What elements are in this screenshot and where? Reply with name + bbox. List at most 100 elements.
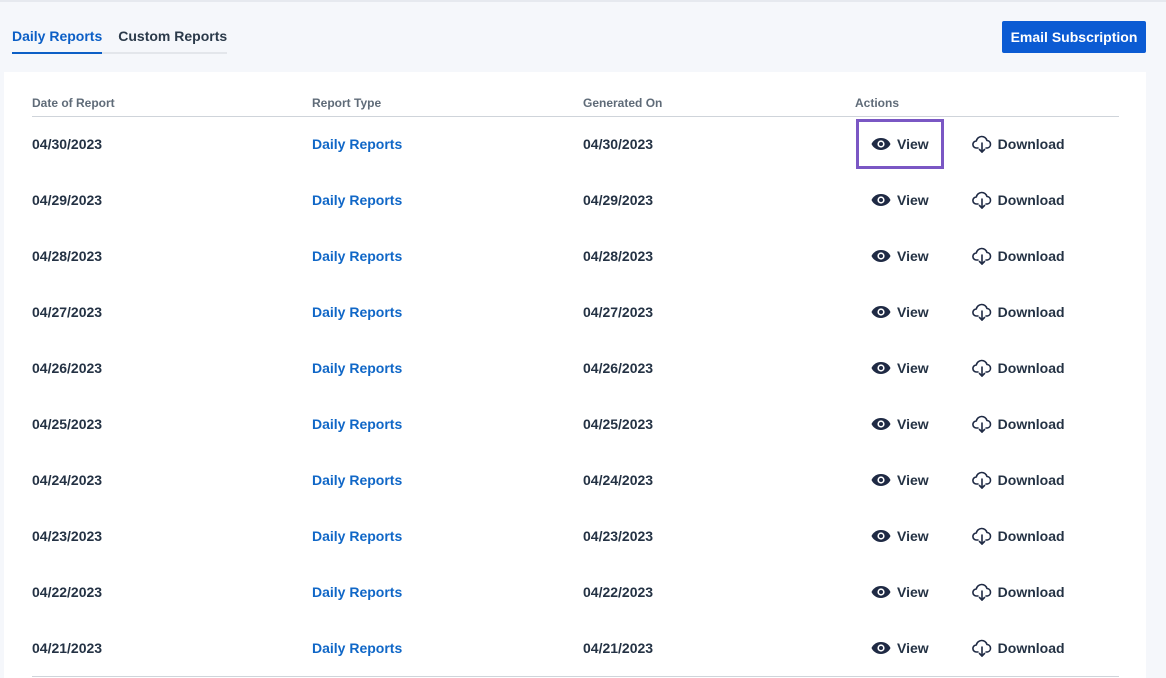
report-type-link[interactable]: Daily Reports: [312, 248, 403, 264]
eye-icon: [871, 641, 891, 655]
download-label: Download: [997, 472, 1065, 488]
view-action-wrapper: View: [856, 511, 944, 561]
table-row: 04/22/2023 Daily Reports 04/22/2023: [32, 564, 1119, 620]
cloud-download-icon: [971, 415, 992, 433]
reports-panel: Date of Report Report Type Generated On …: [4, 72, 1146, 678]
view-button[interactable]: View: [871, 578, 929, 606]
download-button[interactable]: Download: [971, 130, 1065, 158]
download-action-wrapper: Download: [971, 634, 1065, 662]
download-label: Download: [997, 639, 1065, 656]
report-type-link[interactable]: Daily Reports: [312, 528, 403, 544]
table-row: 04/25/2023 Daily Reports 04/25/2023: [32, 396, 1119, 452]
download-label: Download: [997, 360, 1065, 376]
report-date: 04/29/2023: [32, 192, 103, 208]
view-button[interactable]: View: [871, 410, 929, 438]
top-border: [0, 0, 1166, 2]
report-type-link[interactable]: Daily Reports: [312, 416, 403, 432]
report-date: 04/30/2023: [32, 136, 103, 153]
view-button[interactable]: View: [871, 522, 929, 550]
download-label: Download: [997, 136, 1065, 153]
generated-on: 04/22/2023: [583, 584, 654, 600]
report-type-link[interactable]: Daily Reports: [312, 360, 403, 376]
view-action-wrapper: View: [856, 455, 944, 505]
view-button[interactable]: View: [871, 130, 929, 158]
row-actions: View Download: [855, 399, 1119, 449]
generated-on: 04/21/2023: [583, 620, 855, 677]
report-type-link[interactable]: Daily Reports: [312, 472, 403, 488]
download-label: Download: [997, 528, 1065, 544]
view-action-wrapper: View: [856, 231, 944, 281]
download-button[interactable]: Download: [971, 298, 1065, 326]
view-label: View: [897, 304, 929, 320]
reports-table: Date of Report Report Type Generated On …: [32, 90, 1119, 677]
table-row: 04/24/2023 Daily Reports 04/24/2023: [32, 452, 1119, 508]
report-date: 04/22/2023: [32, 584, 103, 600]
download-button[interactable]: Download: [971, 242, 1065, 270]
download-action-wrapper: Download: [971, 466, 1065, 494]
view-button[interactable]: View: [871, 298, 929, 326]
row-actions: View Download: [855, 231, 1119, 281]
actions-cell: View Download: [855, 508, 1119, 564]
report-type-cell: Daily Reports: [312, 452, 583, 508]
row-actions: View Download: [855, 343, 1119, 393]
tab-custom-reports[interactable]: Custom Reports: [118, 28, 228, 44]
report-type-link[interactable]: Daily Reports: [312, 584, 403, 600]
download-button[interactable]: Download: [971, 186, 1065, 214]
report-type-link[interactable]: Daily Reports: [312, 192, 403, 208]
actions-cell: View Download: [855, 396, 1119, 452]
view-action-wrapper: View: [856, 343, 944, 393]
report-type-link[interactable]: Daily Reports: [312, 136, 403, 153]
download-action-wrapper: Download: [971, 410, 1065, 438]
eye-icon: [871, 249, 891, 263]
report-type-link[interactable]: Daily Reports: [312, 639, 403, 656]
header-generated-on: Generated On: [583, 90, 855, 117]
view-label: View: [897, 528, 929, 544]
generated-on: 04/25/2023: [583, 416, 654, 432]
download-action-wrapper: Download: [971, 298, 1065, 326]
view-label: View: [897, 248, 929, 264]
view-action-wrapper: View: [856, 399, 944, 449]
tab-daily-reports[interactable]: Daily Reports: [12, 28, 103, 54]
view-button[interactable]: View: [871, 354, 929, 382]
download-button[interactable]: Download: [971, 410, 1065, 438]
view-label: View: [897, 584, 929, 600]
eye-icon: [871, 193, 891, 207]
table-row: 04/26/2023 Daily Reports 04/26/2023: [32, 340, 1119, 396]
row-actions: View Download: [855, 511, 1119, 561]
view-button[interactable]: View: [871, 242, 929, 270]
table-row: 04/21/2023 Daily Reports 04/21/2023: [32, 620, 1119, 677]
download-button[interactable]: Download: [971, 634, 1065, 662]
table-header-row: Date of Report Report Type Generated On …: [32, 90, 1119, 117]
view-action-wrapper: View: [856, 623, 944, 673]
view-button[interactable]: View: [871, 634, 929, 662]
header-date-of-report: Date of Report: [32, 90, 312, 117]
report-type-cell: Daily Reports: [312, 340, 583, 396]
email-subscription-button[interactable]: Email Subscription: [1002, 21, 1146, 53]
report-date: 04/24/2023: [32, 472, 103, 488]
header-actions: Actions: [855, 90, 1119, 117]
actions-cell: View Download: [855, 116, 1119, 172]
generated-on: 04/23/2023: [583, 528, 654, 544]
view-button[interactable]: View: [871, 186, 929, 214]
report-type-cell: Daily Reports: [312, 228, 583, 284]
report-type-link[interactable]: Daily Reports: [312, 304, 403, 320]
download-button[interactable]: Download: [971, 522, 1065, 550]
row-actions: View Download: [855, 623, 1119, 673]
generated-on: 04/26/2023: [583, 360, 654, 376]
actions-cell: View Download: [855, 340, 1119, 396]
report-type-cell: Daily Reports: [312, 508, 583, 564]
download-button[interactable]: Download: [971, 466, 1065, 494]
view-label: View: [897, 136, 929, 153]
report-date: 04/27/2023: [32, 304, 103, 320]
download-label: Download: [997, 584, 1065, 600]
actions-cell: View Download: [855, 228, 1119, 284]
page-header: Daily Reports Custom Reports Email Subsc…: [0, 0, 1166, 72]
cloud-download-icon: [971, 359, 992, 377]
cloud-download-icon: [971, 135, 992, 154]
download-action-wrapper: Download: [971, 186, 1065, 214]
view-button[interactable]: View: [871, 466, 929, 494]
download-button[interactable]: Download: [971, 354, 1065, 382]
row-actions: View Download: [855, 567, 1119, 617]
download-action-wrapper: Download: [971, 130, 1065, 158]
download-button[interactable]: Download: [971, 578, 1065, 606]
